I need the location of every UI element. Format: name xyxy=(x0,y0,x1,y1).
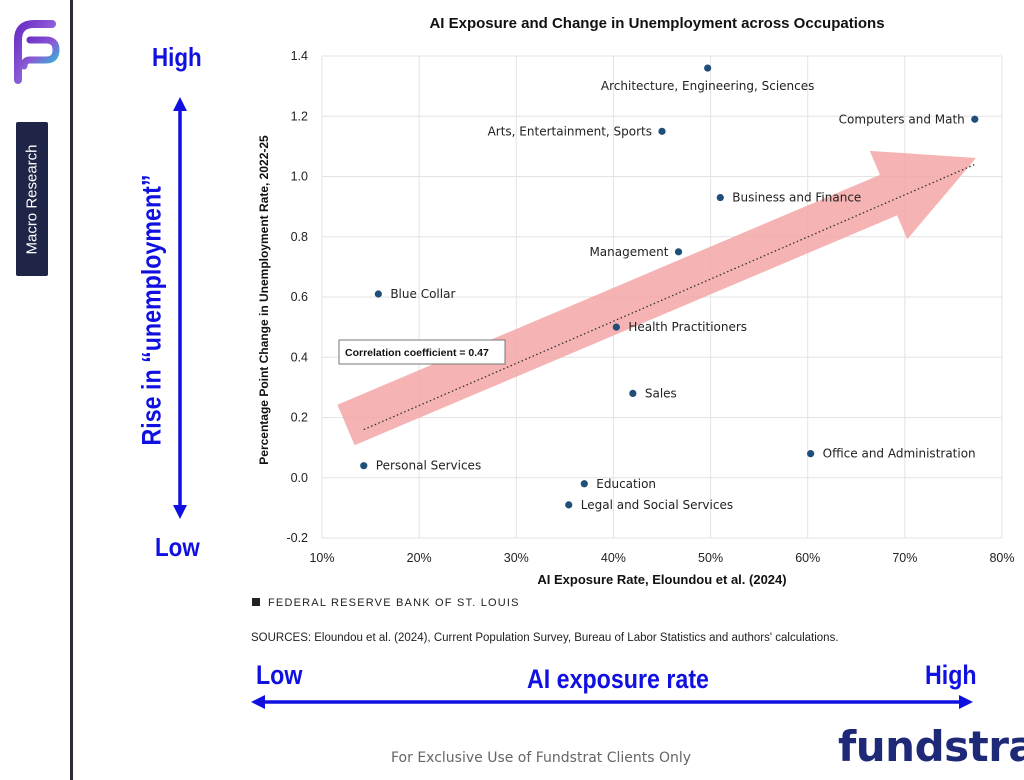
data-point xyxy=(612,323,620,331)
horizontal-annotation-label: AI exposure rate xyxy=(527,664,709,694)
legend-source: FEDERAL RESERVE BANK OF ST. LOUIS xyxy=(252,597,520,609)
x-tick-label: 60% xyxy=(795,551,820,565)
x-axis-label: AI Exposure Rate, Eloundou et al. (2024) xyxy=(537,572,786,587)
point-label: Architecture, Engineering, Sciences xyxy=(601,79,815,93)
data-point xyxy=(658,127,666,135)
legend-square-icon xyxy=(252,598,260,606)
x-tick-label: 20% xyxy=(407,551,432,565)
y-tick-label: 0.8 xyxy=(291,230,308,244)
x-tick-label: 10% xyxy=(309,551,334,565)
trendline xyxy=(363,163,976,431)
data-point xyxy=(674,248,683,256)
point-label: Arts, Entertainment, Sports xyxy=(488,124,652,138)
correlation-box xyxy=(338,339,506,365)
x-tick-label: 70% xyxy=(892,551,917,565)
y-tick-label: 0.6 xyxy=(291,290,308,304)
vertical-high-label: High xyxy=(152,42,202,72)
section-tab-macro-research[interactable]: Macro Research xyxy=(16,122,48,276)
y-axis-label: Percentage Point Change in Unemployment … xyxy=(257,135,271,465)
data-point xyxy=(360,462,368,470)
point-label: Computers and Math xyxy=(839,112,965,126)
sidebar: Macro Research xyxy=(0,0,73,780)
vertical-low-label: Low xyxy=(155,532,200,562)
data-point xyxy=(716,193,724,202)
fundstrat-logo-icon xyxy=(14,20,60,84)
footer-note: For Exclusive Use of Fundstrat Clients O… xyxy=(391,750,692,766)
point-label: Personal Services xyxy=(376,459,481,473)
y-tick-label: 1.4 xyxy=(291,49,308,63)
point-label: Education xyxy=(596,477,656,491)
point-label: Business and Finance xyxy=(732,191,861,205)
data-point xyxy=(374,290,382,298)
y-tick-label: 0.4 xyxy=(291,350,308,364)
plot-area: -0.2 0.0 0.2 0.4 0.6 0.8 1.0 1.2 1.4 10% 20% 30% 40%… xyxy=(257,15,1015,587)
x-tick-label: 40% xyxy=(601,551,626,565)
data-point xyxy=(629,389,637,397)
data-point xyxy=(565,501,573,509)
chart-title: AI Exposure and Change in Unemployment a… xyxy=(429,15,884,32)
point-label: Health Practitioners xyxy=(628,320,747,334)
x-tick-label: 50% xyxy=(698,551,723,565)
point-label: Legal and Social Services xyxy=(581,498,733,512)
horizontal-high-label: High xyxy=(925,660,977,690)
data-point xyxy=(580,480,588,488)
y-tick-label: -0.2 xyxy=(286,531,308,545)
correlation-label: Correlation coefficient = 0.47 xyxy=(345,347,489,359)
sidebar-divider xyxy=(70,0,73,780)
data-point xyxy=(807,450,815,458)
point-label: Blue Collar xyxy=(390,287,455,301)
horizontal-low-label: Low xyxy=(256,660,303,690)
x-tick-label: 80% xyxy=(989,551,1014,565)
y-tick-label: 1.0 xyxy=(291,170,308,184)
point-label: Office and Administration xyxy=(823,447,976,461)
data-point xyxy=(704,64,712,72)
point-label: Sales xyxy=(645,386,677,400)
y-tick-label: 0.0 xyxy=(291,471,308,485)
sources-note: SOURCES: Eloundou et al. (2024), Current… xyxy=(251,632,839,644)
y-tick-label: 1.2 xyxy=(291,109,308,123)
legend-source-text: FEDERAL RESERVE BANK OF ST. LOUIS xyxy=(268,597,520,609)
data-point xyxy=(971,115,979,123)
brand-logo: fundstrat xyxy=(838,722,1024,771)
point-label: Management xyxy=(589,245,668,259)
x-tick-label: 30% xyxy=(504,551,529,565)
y-tick-label: 0.2 xyxy=(291,411,308,425)
